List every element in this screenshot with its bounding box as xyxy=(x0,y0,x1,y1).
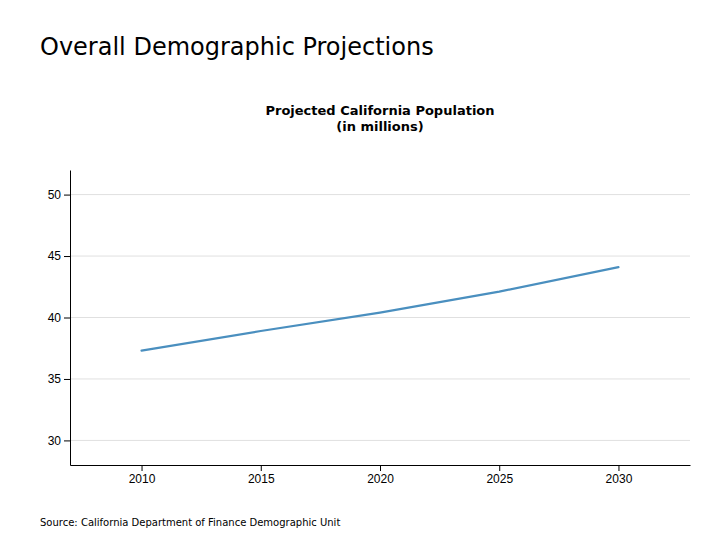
y-tick-label: 40 xyxy=(48,311,62,325)
y-tick: 40 xyxy=(48,311,70,325)
x-tick: 2015 xyxy=(248,465,275,486)
x-tick-mark xyxy=(142,465,143,471)
x-tick-mark xyxy=(618,465,619,471)
y-tick-label: 35 xyxy=(48,372,62,386)
subtitle: Projected California Population(in milli… xyxy=(265,103,494,134)
grid-line xyxy=(70,440,690,441)
y-tick: 45 xyxy=(48,249,70,263)
y-tick-label: 30 xyxy=(48,434,62,448)
x-tick-label: 2025 xyxy=(486,472,513,486)
y-tick-mark xyxy=(64,318,70,319)
chart: Overall Demographic Projections Projected… xyxy=(0,0,720,540)
x-tick-label: 2030 xyxy=(606,472,633,486)
x-tick-mark xyxy=(380,465,381,471)
x-tick-mark xyxy=(261,465,262,471)
subtitle-line: Projected California Population xyxy=(265,103,494,118)
y-axis: 30 35 40 45 50 xyxy=(48,171,71,466)
x-tick: 2025 xyxy=(486,465,513,486)
y-tick-mark xyxy=(64,195,70,196)
marks xyxy=(142,267,619,351)
y-tick: 50 xyxy=(48,188,70,202)
x-tick: 2010 xyxy=(129,465,156,486)
x-tick-label: 2015 xyxy=(248,472,275,486)
y-tick-label: 45 xyxy=(48,249,62,263)
x-tick-label: 2020 xyxy=(367,472,394,486)
y-axis-line xyxy=(70,171,71,466)
plot: 2010 2015 2020 2025 2030 30 35 40 45 50 xyxy=(48,171,691,486)
grid-line xyxy=(70,194,690,195)
y-tick-mark xyxy=(64,256,70,257)
x-tick: 2030 xyxy=(606,465,633,486)
y-tick-label: 50 xyxy=(48,188,62,202)
x-tick-label: 2010 xyxy=(129,472,156,486)
subtitle-line: (in millions) xyxy=(336,119,423,134)
line xyxy=(142,267,619,351)
grid xyxy=(70,195,690,441)
y-tick-mark xyxy=(64,379,70,380)
grid-line xyxy=(70,317,690,318)
grid-line xyxy=(70,378,690,379)
y-tick: 30 xyxy=(48,434,70,448)
grid-line xyxy=(70,256,690,257)
x-tick-mark xyxy=(499,465,500,471)
annotation: Source: California Department of Finance… xyxy=(40,517,340,528)
y-tick-mark xyxy=(64,440,70,441)
title: Overall Demographic Projections xyxy=(40,33,434,61)
x-axis: 2010 2015 2020 2025 2030 xyxy=(71,465,691,486)
x-tick: 2020 xyxy=(367,465,394,486)
y-tick: 35 xyxy=(48,372,70,386)
